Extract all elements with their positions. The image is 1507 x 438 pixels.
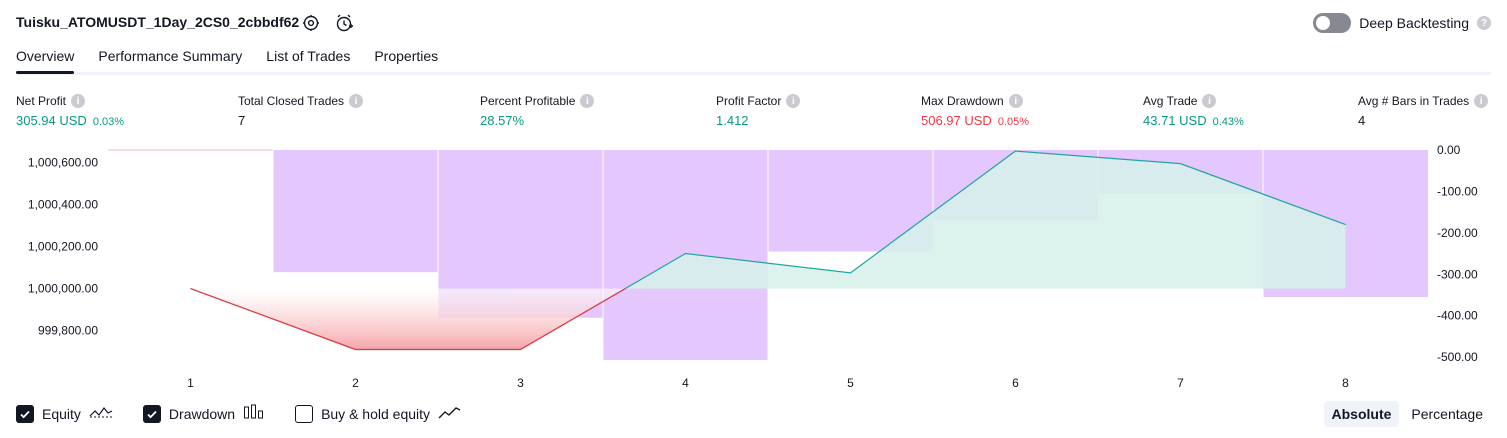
tabs-divider xyxy=(16,72,1491,75)
stat-max-drawdown: Max Drawdown i 506.97 USD 0.05% xyxy=(921,94,1029,128)
alert-clock-icon[interactable] xyxy=(334,13,354,33)
help-icon[interactable]: ? xyxy=(1477,16,1491,30)
right-axis-tick: -400.00 xyxy=(1437,309,1478,323)
tab-properties[interactable]: Properties xyxy=(374,48,439,64)
left-axis-tick: 1,000,600.00 xyxy=(28,156,98,170)
stat-profit-factor: Profit Factor i 1.412 xyxy=(716,94,801,128)
bars-icon xyxy=(243,404,265,423)
left-axis-tick: 999,800.00 xyxy=(38,324,98,338)
net-profit-percent: 0.03% xyxy=(92,116,125,128)
right-axis-tick: -500.00 xyxy=(1437,350,1478,364)
info-icon[interactable]: i xyxy=(71,94,86,108)
deep-backtesting-control: Deep Backtesting ? xyxy=(1313,13,1491,33)
x-axis-tick: 8 xyxy=(1342,376,1349,390)
tab-bar: Overview Performance Summary List of Tra… xyxy=(16,48,439,74)
percent-profitable-value: 28.57% xyxy=(480,113,525,128)
percentage-button[interactable]: Percentage xyxy=(1411,406,1483,422)
max-drawdown-value: 506.97 USD xyxy=(921,113,992,128)
legend-buy-hold-label: Buy & hold equity xyxy=(321,405,431,422)
info-icon[interactable]: i xyxy=(349,94,364,108)
stat-avg-trade: Avg Trade i 43.71 USD 0.43% xyxy=(1143,94,1244,128)
equity-line-icon xyxy=(89,404,113,423)
right-axis-tick: -100.00 xyxy=(1437,184,1478,198)
settings-icon[interactable] xyxy=(301,13,321,33)
stat-label: Avg Trade xyxy=(1143,94,1198,108)
left-axis-tick: 1,000,400.00 xyxy=(28,198,98,212)
trend-line-icon xyxy=(438,404,462,423)
x-axis-tick: 1 xyxy=(187,376,194,390)
x-axis-tick: 6 xyxy=(1012,376,1019,390)
stat-label: Net Profit xyxy=(16,94,67,108)
absolute-button[interactable]: Absolute xyxy=(1323,401,1400,427)
equity-loss-line xyxy=(190,288,626,351)
avg-trade-value: 43.71 USD xyxy=(1143,113,1207,128)
checkbox-checked-icon[interactable] xyxy=(142,404,161,423)
right-axis-tick: 0.00 xyxy=(1437,143,1461,157)
tab-list-of-trades[interactable]: List of Trades xyxy=(266,48,351,64)
avg-bars-value: 4 xyxy=(1358,113,1366,128)
info-icon[interactable]: i xyxy=(1474,94,1489,108)
x-axis-tick: 3 xyxy=(517,376,524,390)
scale-mode-switch: Absolute Percentage xyxy=(1323,401,1492,427)
info-icon[interactable]: i xyxy=(580,94,595,108)
stat-label: Percent Profitable xyxy=(480,94,576,108)
stat-net-profit: Net Profit i 305.94 USD 0.03% xyxy=(16,94,124,128)
equity-profit-area xyxy=(190,151,1346,289)
info-icon[interactable]: i xyxy=(786,94,801,108)
stat-label: Max Drawdown xyxy=(921,94,1004,108)
profit-factor-value: 1.412 xyxy=(716,113,749,128)
info-icon[interactable]: i xyxy=(1202,94,1217,108)
legend-equity[interactable]: Equity xyxy=(16,404,113,423)
max-drawdown-percent: 0.05% xyxy=(997,116,1030,128)
x-axis-tick: 7 xyxy=(1177,376,1184,390)
legend-drawdown[interactable]: Drawdown xyxy=(142,404,265,423)
total-closed-trades-value: 7 xyxy=(238,113,246,128)
right-axis-tick: -200.00 xyxy=(1437,226,1478,240)
equity-drawdown-chart[interactable]: 1,000,600.00 1,000,400.00 1,000,200.00 1,00… xyxy=(0,140,1507,395)
right-axis-tick: -300.00 xyxy=(1437,267,1478,281)
stat-label: Profit Factor xyxy=(716,94,782,108)
avg-trade-percent: 0.43% xyxy=(1212,116,1244,128)
left-axis-tick: 1,000,200.00 xyxy=(28,240,98,254)
x-axis-tick: 5 xyxy=(847,376,854,390)
checkbox-unchecked-icon[interactable] xyxy=(295,404,314,423)
left-axis-tick: 1,000,000.00 xyxy=(28,282,98,296)
tab-overview[interactable]: Overview xyxy=(16,48,75,74)
stat-percent-profitable: Percent Profitable i 28.57% xyxy=(480,94,595,128)
stat-label: Total Closed Trades xyxy=(238,94,345,108)
checkbox-checked-icon[interactable] xyxy=(16,404,34,423)
strategy-title: Tuisku_ATOMUSDT_1Day_2CS0_2cbbdf62 xyxy=(16,14,300,30)
deep-backtesting-toggle[interactable] xyxy=(1313,13,1352,33)
tab-performance-summary[interactable]: Performance Summary xyxy=(98,48,243,64)
legend-equity-label: Equity xyxy=(42,405,81,422)
equity-loss-area xyxy=(190,288,1346,350)
info-icon[interactable]: i xyxy=(1008,94,1023,108)
drawdown-bar xyxy=(273,150,438,273)
legend-drawdown-label: Drawdown xyxy=(168,405,236,422)
stat-label: Avg # Bars in Trades xyxy=(1358,94,1470,108)
net-profit-value: 305.94 USD xyxy=(16,113,87,128)
stat-total-closed-trades: Total Closed Trades i 7 xyxy=(238,94,364,128)
x-axis-tick: 4 xyxy=(682,376,689,390)
chart-legend: Equity Drawdown Buy & hold equity xyxy=(16,404,492,423)
stat-avg-bars: Avg # Bars in Trades i 4 xyxy=(1358,94,1489,128)
legend-buy-hold[interactable]: Buy & hold equity xyxy=(295,404,462,423)
deep-backtesting-label: Deep Backtesting xyxy=(1359,15,1469,31)
x-axis-tick: 2 xyxy=(352,376,359,390)
